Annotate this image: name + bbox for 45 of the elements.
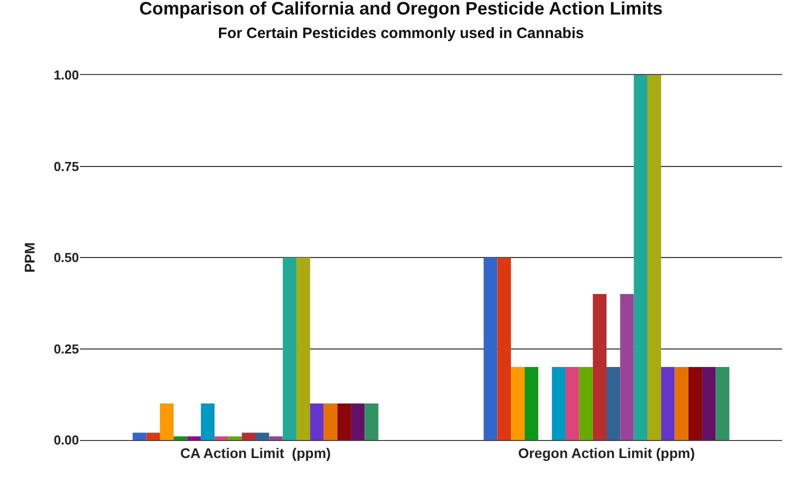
bar: [200, 404, 215, 440]
bar: [269, 436, 283, 440]
bar: [337, 404, 352, 440]
bar: [282, 258, 296, 440]
bar: [716, 367, 730, 440]
y-tick-label: 1.00: [54, 68, 79, 83]
y-tick-label: 0.25: [54, 341, 79, 356]
bar: [497, 258, 511, 440]
y-tick-label: 0.50: [54, 250, 79, 266]
bar: [310, 404, 324, 440]
bar: [592, 294, 606, 440]
bar: [702, 367, 716, 440]
bar: [552, 367, 566, 440]
bar: [228, 436, 242, 440]
bar: [688, 367, 702, 440]
y-tick-label: 0.75: [54, 158, 79, 174]
bar: [510, 367, 525, 440]
bar: [364, 404, 378, 440]
bar: [606, 367, 620, 440]
bar: [160, 404, 174, 440]
bar: [351, 404, 365, 440]
bar: [296, 258, 310, 440]
bar: [484, 258, 498, 440]
bar: [324, 404, 338, 440]
bar: [566, 367, 580, 440]
y-axis-title: PPM: [21, 242, 38, 273]
x-tick-label: CA Action Limit (ppm): [180, 444, 331, 461]
bar: [174, 436, 188, 440]
x-tick-label: Oregon Action Limit (ppm): [518, 444, 695, 461]
bar: [674, 367, 688, 440]
bar: [620, 294, 634, 440]
bar: [661, 367, 675, 440]
chart-subtitle: For Certain Pesticides commonly used in Cannabis: [218, 24, 584, 42]
bar: [256, 432, 270, 440]
bar: [214, 436, 228, 440]
chart-title: Comparison of California and Oregon Pesticide Action Limits: [139, 0, 663, 19]
bar: [647, 75, 662, 440]
bar: [634, 75, 648, 440]
bar: [242, 432, 256, 440]
bar: [132, 432, 146, 440]
bar: [524, 367, 538, 440]
bar: [187, 436, 201, 440]
bar: [146, 432, 160, 440]
bar: [579, 367, 593, 440]
y-tick-label: 0.00: [54, 432, 79, 448]
